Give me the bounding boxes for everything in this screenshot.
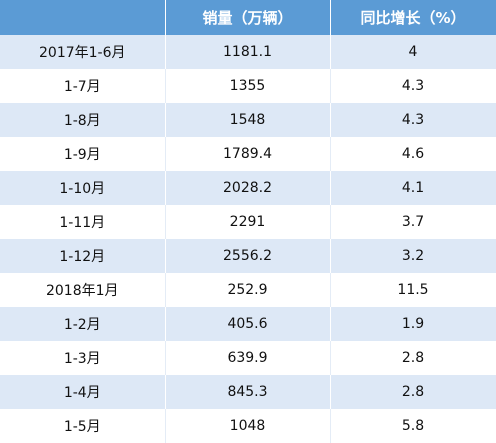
header-cell: 同比增长（%） xyxy=(330,0,496,35)
period-cell: 1-11月 xyxy=(0,205,166,239)
growth-cell: 4.6 xyxy=(330,137,496,171)
growth-cell: 4.1 xyxy=(330,171,496,205)
table-row: 1-2月 405.6 1.9 xyxy=(0,307,496,341)
sales-cell: 1789.4 xyxy=(165,137,331,171)
table-row: 1-5月 1048 5.8 xyxy=(0,409,496,443)
table-header: 销量（万辆） 同比增长（%） xyxy=(0,0,496,35)
table-row: 1-8月 1548 4.3 xyxy=(0,103,496,137)
growth-cell: 11.5 xyxy=(330,273,496,307)
header-row: 销量（万辆） 同比增长（%） xyxy=(0,0,496,35)
growth-cell: 4.3 xyxy=(330,69,496,103)
table-row: 2017年1-6月 1181.1 4 xyxy=(0,35,496,69)
sales-cell: 1181.1 xyxy=(165,35,331,69)
table-body: 2017年1-6月 1181.1 4 1-7月 1355 4.3 1-8月 1548 4.3 1-… xyxy=(0,35,496,443)
table-row: 1-3月 639.9 2.8 xyxy=(0,341,496,375)
growth-cell: 1.9 xyxy=(330,307,496,341)
sales-cell: 2291 xyxy=(165,205,331,239)
growth-cell: 3.2 xyxy=(330,239,496,273)
period-cell: 2017年1-6月 xyxy=(0,35,166,69)
sales-cell: 2028.2 xyxy=(165,171,331,205)
sales-cell: 405.6 xyxy=(165,307,331,341)
table-row: 1-4月 845.3 2.8 xyxy=(0,375,496,409)
growth-cell: 4.3 xyxy=(330,103,496,137)
sales-cell: 1355 xyxy=(165,69,331,103)
table-row: 2018年1月 252.9 11.5 xyxy=(0,273,496,307)
period-cell: 1-7月 xyxy=(0,69,166,103)
table-row: 1-9月 1789.4 4.6 xyxy=(0,137,496,171)
growth-cell: 5.8 xyxy=(330,409,496,443)
sales-cell: 252.9 xyxy=(165,273,331,307)
sales-cell: 2556.2 xyxy=(165,239,331,273)
period-cell: 1-12月 xyxy=(0,239,166,273)
growth-cell: 3.7 xyxy=(330,205,496,239)
growth-cell: 2.8 xyxy=(330,341,496,375)
period-cell: 1-9月 xyxy=(0,137,166,171)
table-row: 1-12月 2556.2 3.2 xyxy=(0,239,496,273)
table-row: 1-7月 1355 4.3 xyxy=(0,69,496,103)
sales-cell: 1048 xyxy=(165,409,331,443)
sales-cell: 639.9 xyxy=(165,341,331,375)
sales-cell: 1548 xyxy=(165,103,331,137)
period-cell: 1-10月 xyxy=(0,171,166,205)
period-cell: 1-3月 xyxy=(0,341,166,375)
header-cell: 销量（万辆） xyxy=(165,0,331,35)
period-cell: 2018年1月 xyxy=(0,273,166,307)
period-cell: 1-8月 xyxy=(0,103,166,137)
period-cell: 1-5月 xyxy=(0,409,166,443)
header-cell xyxy=(0,0,166,35)
period-cell: 1-4月 xyxy=(0,375,166,409)
growth-cell: 4 xyxy=(330,35,496,69)
growth-cell: 2.8 xyxy=(330,375,496,409)
sales-cell: 845.3 xyxy=(165,375,331,409)
period-cell: 1-2月 xyxy=(0,307,166,341)
table-row: 1-11月 2291 3.7 xyxy=(0,205,496,239)
table-row: 1-10月 2028.2 4.1 xyxy=(0,171,496,205)
